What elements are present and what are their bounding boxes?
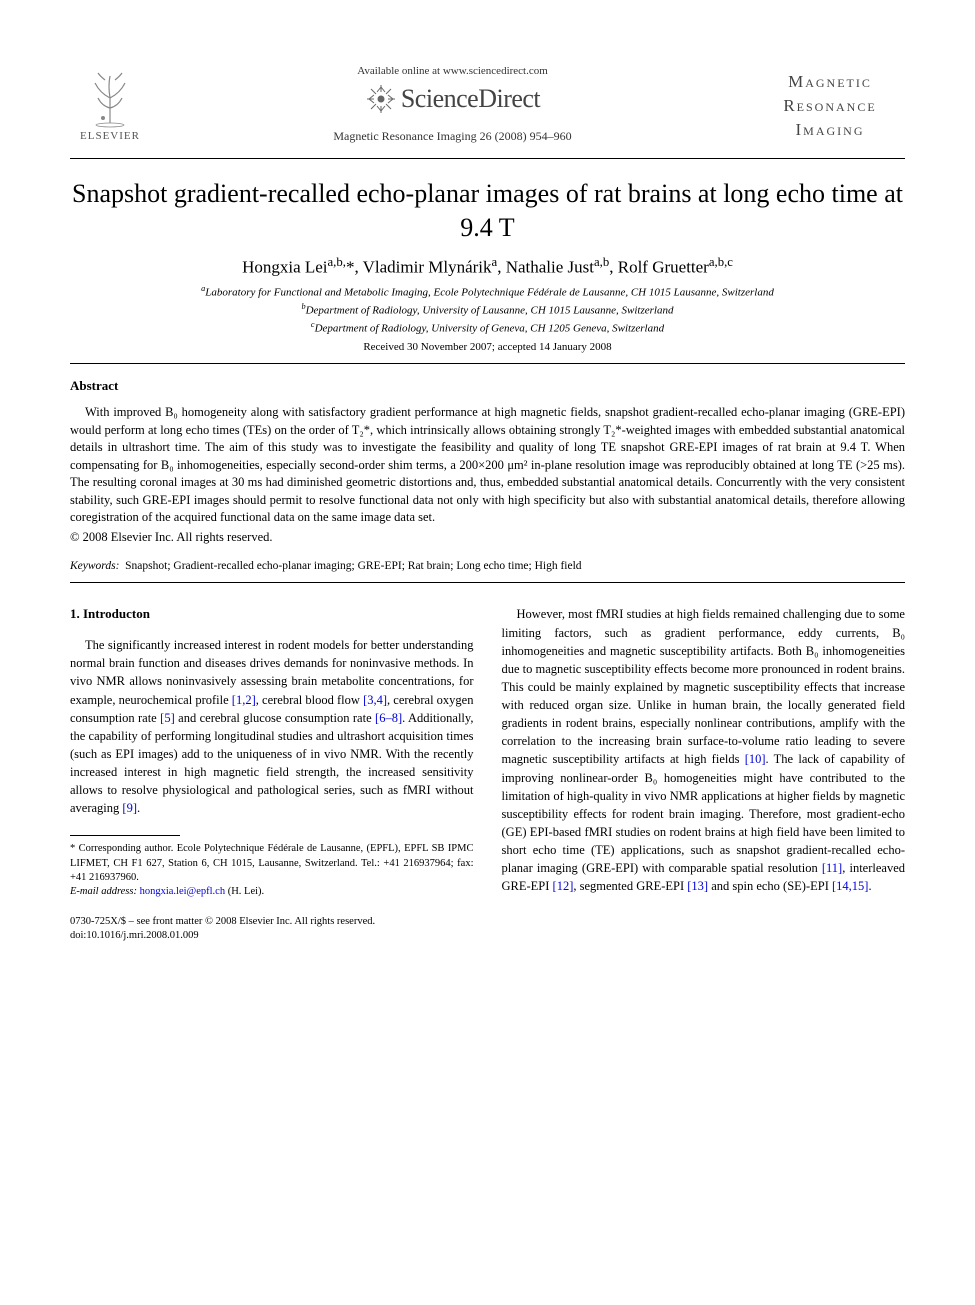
keywords-line: Keywords: Snapshot; Gradient-recalled ec… [70,560,905,572]
article-title: Snapshot gradient-recalled echo-planar i… [70,177,905,245]
footer-doi-line: doi:10.1016/j.mri.2008.01.009 [70,929,474,943]
elsevier-tree-icon [80,68,140,128]
p2-a: However, most fMRI studies at high field… [502,607,906,766]
citation-line: Magnetic Resonance Imaging 26 (2008) 954… [150,129,755,144]
available-online-text: Available online at www.sciencedirect.co… [150,65,755,77]
intro-paragraph-1: The significantly increased interest in … [70,636,474,817]
ref-3-4[interactable]: [3,4] [363,693,387,707]
p1-e: . Additionally, the capability of perfor… [70,711,474,816]
ref-10[interactable]: [10] [745,752,766,766]
abstract-body: With improved B₀ homogeneity along with … [70,404,905,546]
p1-d: and cerebral glucose consumption rate [175,711,375,725]
email-tail: (H. Lei). [225,886,264,897]
right-column: However, most fMRI studies at high field… [502,605,906,943]
left-column: 1. Introducton The significantly increas… [70,605,474,943]
ref-13[interactable]: [13] [687,879,708,893]
p1-b: , cerebral blood flow [256,693,363,707]
abstract-text: With improved B₀ homogeneity along with … [70,404,905,527]
email-link[interactable]: hongxia.lei@epfl.ch [140,886,225,897]
received-accepted-dates: Received 30 November 2007; accepted 14 J… [70,341,905,353]
p2-d: , segmented GRE-EPI [573,879,687,893]
authors-line: Hongxia Leia,b,*, Vladimir Mlynárika, Na… [70,255,905,278]
journal-line-1: Magnetic [755,70,905,94]
elsevier-logo: ELSEVIER [70,60,150,150]
section-1-heading: 1. Introducton [70,605,474,624]
footnote-corr-text: * Corresponding author. Ecole Polytechni… [70,843,474,882]
sciencedirect-text: ScienceDirect [401,84,540,114]
ref-1-2[interactable]: [1,2] [232,693,256,707]
title-rule [70,363,905,364]
p1-f: . [137,801,140,815]
abstract-copyright: © 2008 Elsevier Inc. All rights reserved… [70,529,905,547]
abstract-heading: Abstract [70,378,905,394]
journal-title-block: Magnetic Resonance Imaging [755,60,905,141]
ref-9[interactable]: [9] [122,801,137,815]
intro-paragraph-2: However, most fMRI studies at high field… [502,605,906,895]
email-footnote: E-mail address: hongxia.lei@epfl.ch (H. … [70,885,474,899]
journal-line-2: Resonance [755,94,905,118]
keywords-text: Snapshot; Gradient-recalled echo-planar … [125,560,581,572]
ref-11[interactable]: [11] [822,861,842,875]
affiliation-a-text: Laboratory for Functional and Metabolic … [205,287,774,299]
p2-e: and spin echo (SE)-EPI [708,879,832,893]
header-center: Available online at www.sciencedirect.co… [150,60,755,144]
footnote-separator [70,835,180,836]
ref-6-8[interactable]: [6–8] [375,711,402,725]
affiliation-b: bDepartment of Radiology, University of … [70,301,905,319]
keywords-label: Keywords: [70,560,119,572]
ref-5[interactable]: [5] [160,711,175,725]
elsevier-text: ELSEVIER [80,130,140,142]
affiliation-c: cDepartment of Radiology, University of … [70,319,905,337]
header-row: ELSEVIER Available online at www.science… [70,60,905,150]
journal-line-3: Imaging [755,118,905,142]
sciencedirect-logo: ScienceDirect [150,83,755,115]
header-rule [70,158,905,159]
p2-b: . The lack of capability of improving no… [502,752,906,875]
affiliation-b-text: Department of Radiology, University of L… [306,305,674,317]
sciencedirect-burst-icon [365,83,397,115]
abstract-rule [70,582,905,583]
body-columns: 1. Introducton The significantly increas… [70,605,905,943]
ref-14-15[interactable]: [14,15] [832,879,868,893]
ref-12[interactable]: [12] [553,879,574,893]
p2-f: . [868,879,871,893]
corresponding-author-footnote: * Corresponding author. Ecole Polytechni… [70,842,474,885]
footer-issn-line: 0730-725X/$ – see front matter © 2008 El… [70,915,474,929]
affiliation-a: aLaboratory for Functional and Metabolic… [70,283,905,301]
email-label: E-mail address: [70,886,137,897]
affiliation-c-text: Department of Radiology, University of G… [315,323,665,335]
